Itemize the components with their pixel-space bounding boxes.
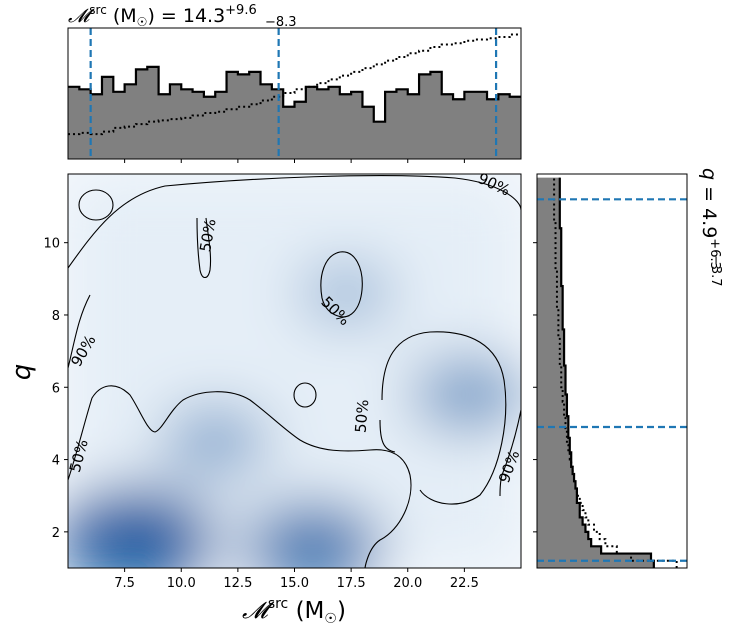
density-peak-4 [298,264,395,323]
mchirp-title-lower: −8.3 [265,15,297,30]
x-tick-label-6: 22.5 [450,576,479,591]
y-axis-label: q [7,364,37,381]
contour-50-main [68,385,412,568]
x-tick-label-4: 17.5 [337,576,366,591]
density-peak-3 [410,358,521,431]
contour-50-right [381,331,507,505]
q-posterior-fill [537,177,654,568]
contour-50-right-upper [320,251,363,318]
density-peak-1 [242,502,383,568]
x-tick-label-0: 7.5 [114,576,135,591]
contour-50-upper [196,217,212,279]
joint-density-panel: 90%50%50%90%50%50% 90% 7.5 10.0 12.5 15.0 17.… [7,169,523,627]
x-tick-label-5: 20.0 [393,576,422,591]
mchirp-title: 𝓜src (M☉) = 14.3+9.6 [68,3,257,29]
contour-label-4: 50% [352,399,373,434]
x-axis-label: 𝓜src (M☉) [242,596,346,627]
contour-50-tiny [293,382,317,408]
y-tick-label-2: 6 [52,381,60,396]
mchirp-marginal-panel: 𝓜src (M☉) = 14.3+9.6 −8.3 [67,3,522,163]
x-tick-label-3: 15.0 [280,576,309,591]
mchirp-posterior-outline [68,65,521,123]
density-peak-2 [161,408,270,475]
y-tick-label-1: 4 [52,454,60,469]
density-peak-0 [68,489,216,568]
x-tick-label-1: 10.0 [167,576,196,591]
q-title-lower: −3.7 [708,255,723,287]
y-tick-label-4: 10 [43,237,60,252]
q-title: q = 4.9+6.3 [698,168,722,270]
q-posterior-outline [558,177,655,568]
mchirp-prior-outline [68,33,521,136]
contour-50-lower-right [379,419,396,453]
x-tick-label-2: 12.5 [223,576,252,591]
contour-small-loop [78,189,114,221]
q-marginal-panel: q = 4.9+6.3 −3.7 [533,168,723,569]
y-tick-label-0: 2 [52,526,60,541]
contour-label-1: 50% [196,217,220,253]
contour-90 [68,175,521,269]
y-tick-label-3: 8 [52,309,60,324]
contour-90-left [68,294,91,369]
contour-90-right [499,409,521,497]
